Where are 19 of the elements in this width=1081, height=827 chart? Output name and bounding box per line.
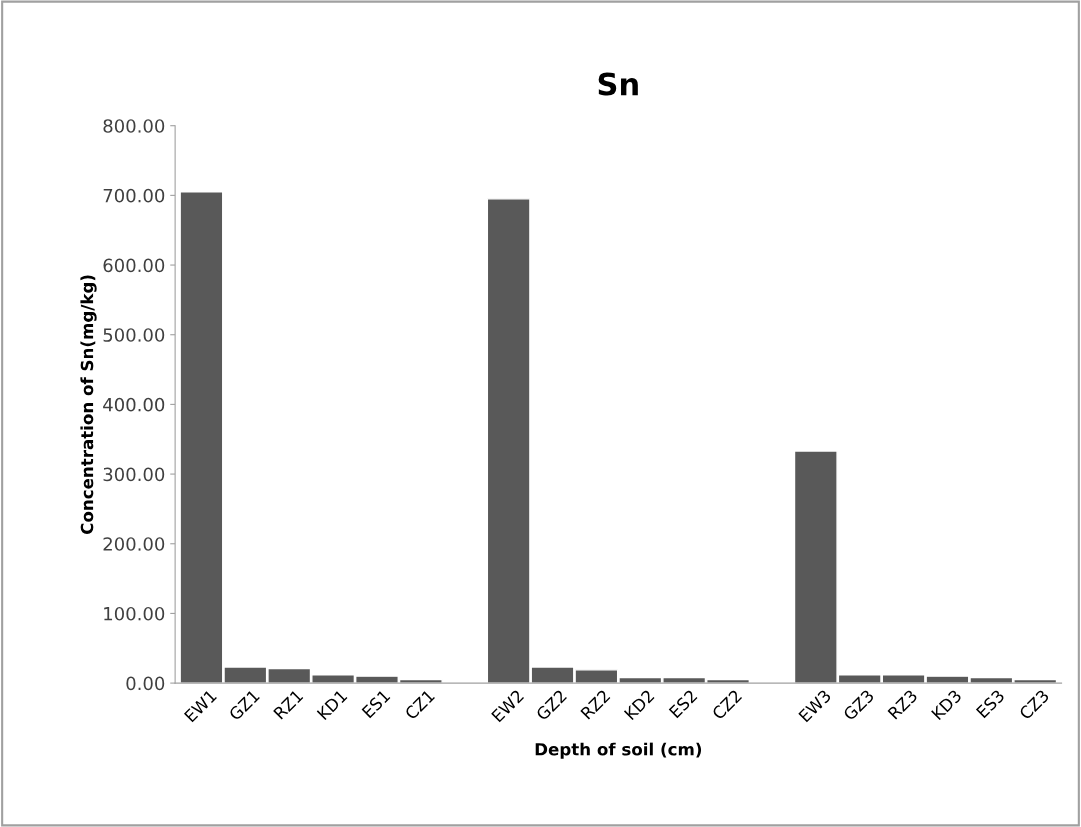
x-axis-title: Depth of soil (cm) [535, 742, 702, 759]
y-tick-label: 800.00 [103, 119, 165, 133]
x-tick-label: CZ2 [711, 689, 743, 721]
y-tick-label: 400.00 [103, 397, 165, 412]
y-tick-label: 200.00 [103, 537, 165, 551]
x-tick-label: ES2 [668, 689, 698, 719]
x-tick-label: CZ3 [1018, 689, 1050, 721]
y-tick-label: 300.00 [103, 467, 165, 482]
y-tick-label: 500.00 [103, 328, 165, 342]
y-tick-label: 700.00 [103, 188, 165, 203]
y-tick-label: 0.00 [126, 676, 165, 691]
y-tick-label: 100.00 [104, 606, 165, 621]
y-tick-label: 600.00 [103, 258, 165, 273]
x-tick-label: ES3 [975, 689, 1006, 719]
x-tick-label: ES1 [361, 689, 391, 719]
y-axis-title: Concentration of Sn(mg/kg) [80, 275, 97, 534]
chart-title: Sn [598, 72, 638, 96]
x-tick-label: GZ1 [228, 689, 261, 722]
x-tick-label: CZ1 [404, 689, 436, 721]
